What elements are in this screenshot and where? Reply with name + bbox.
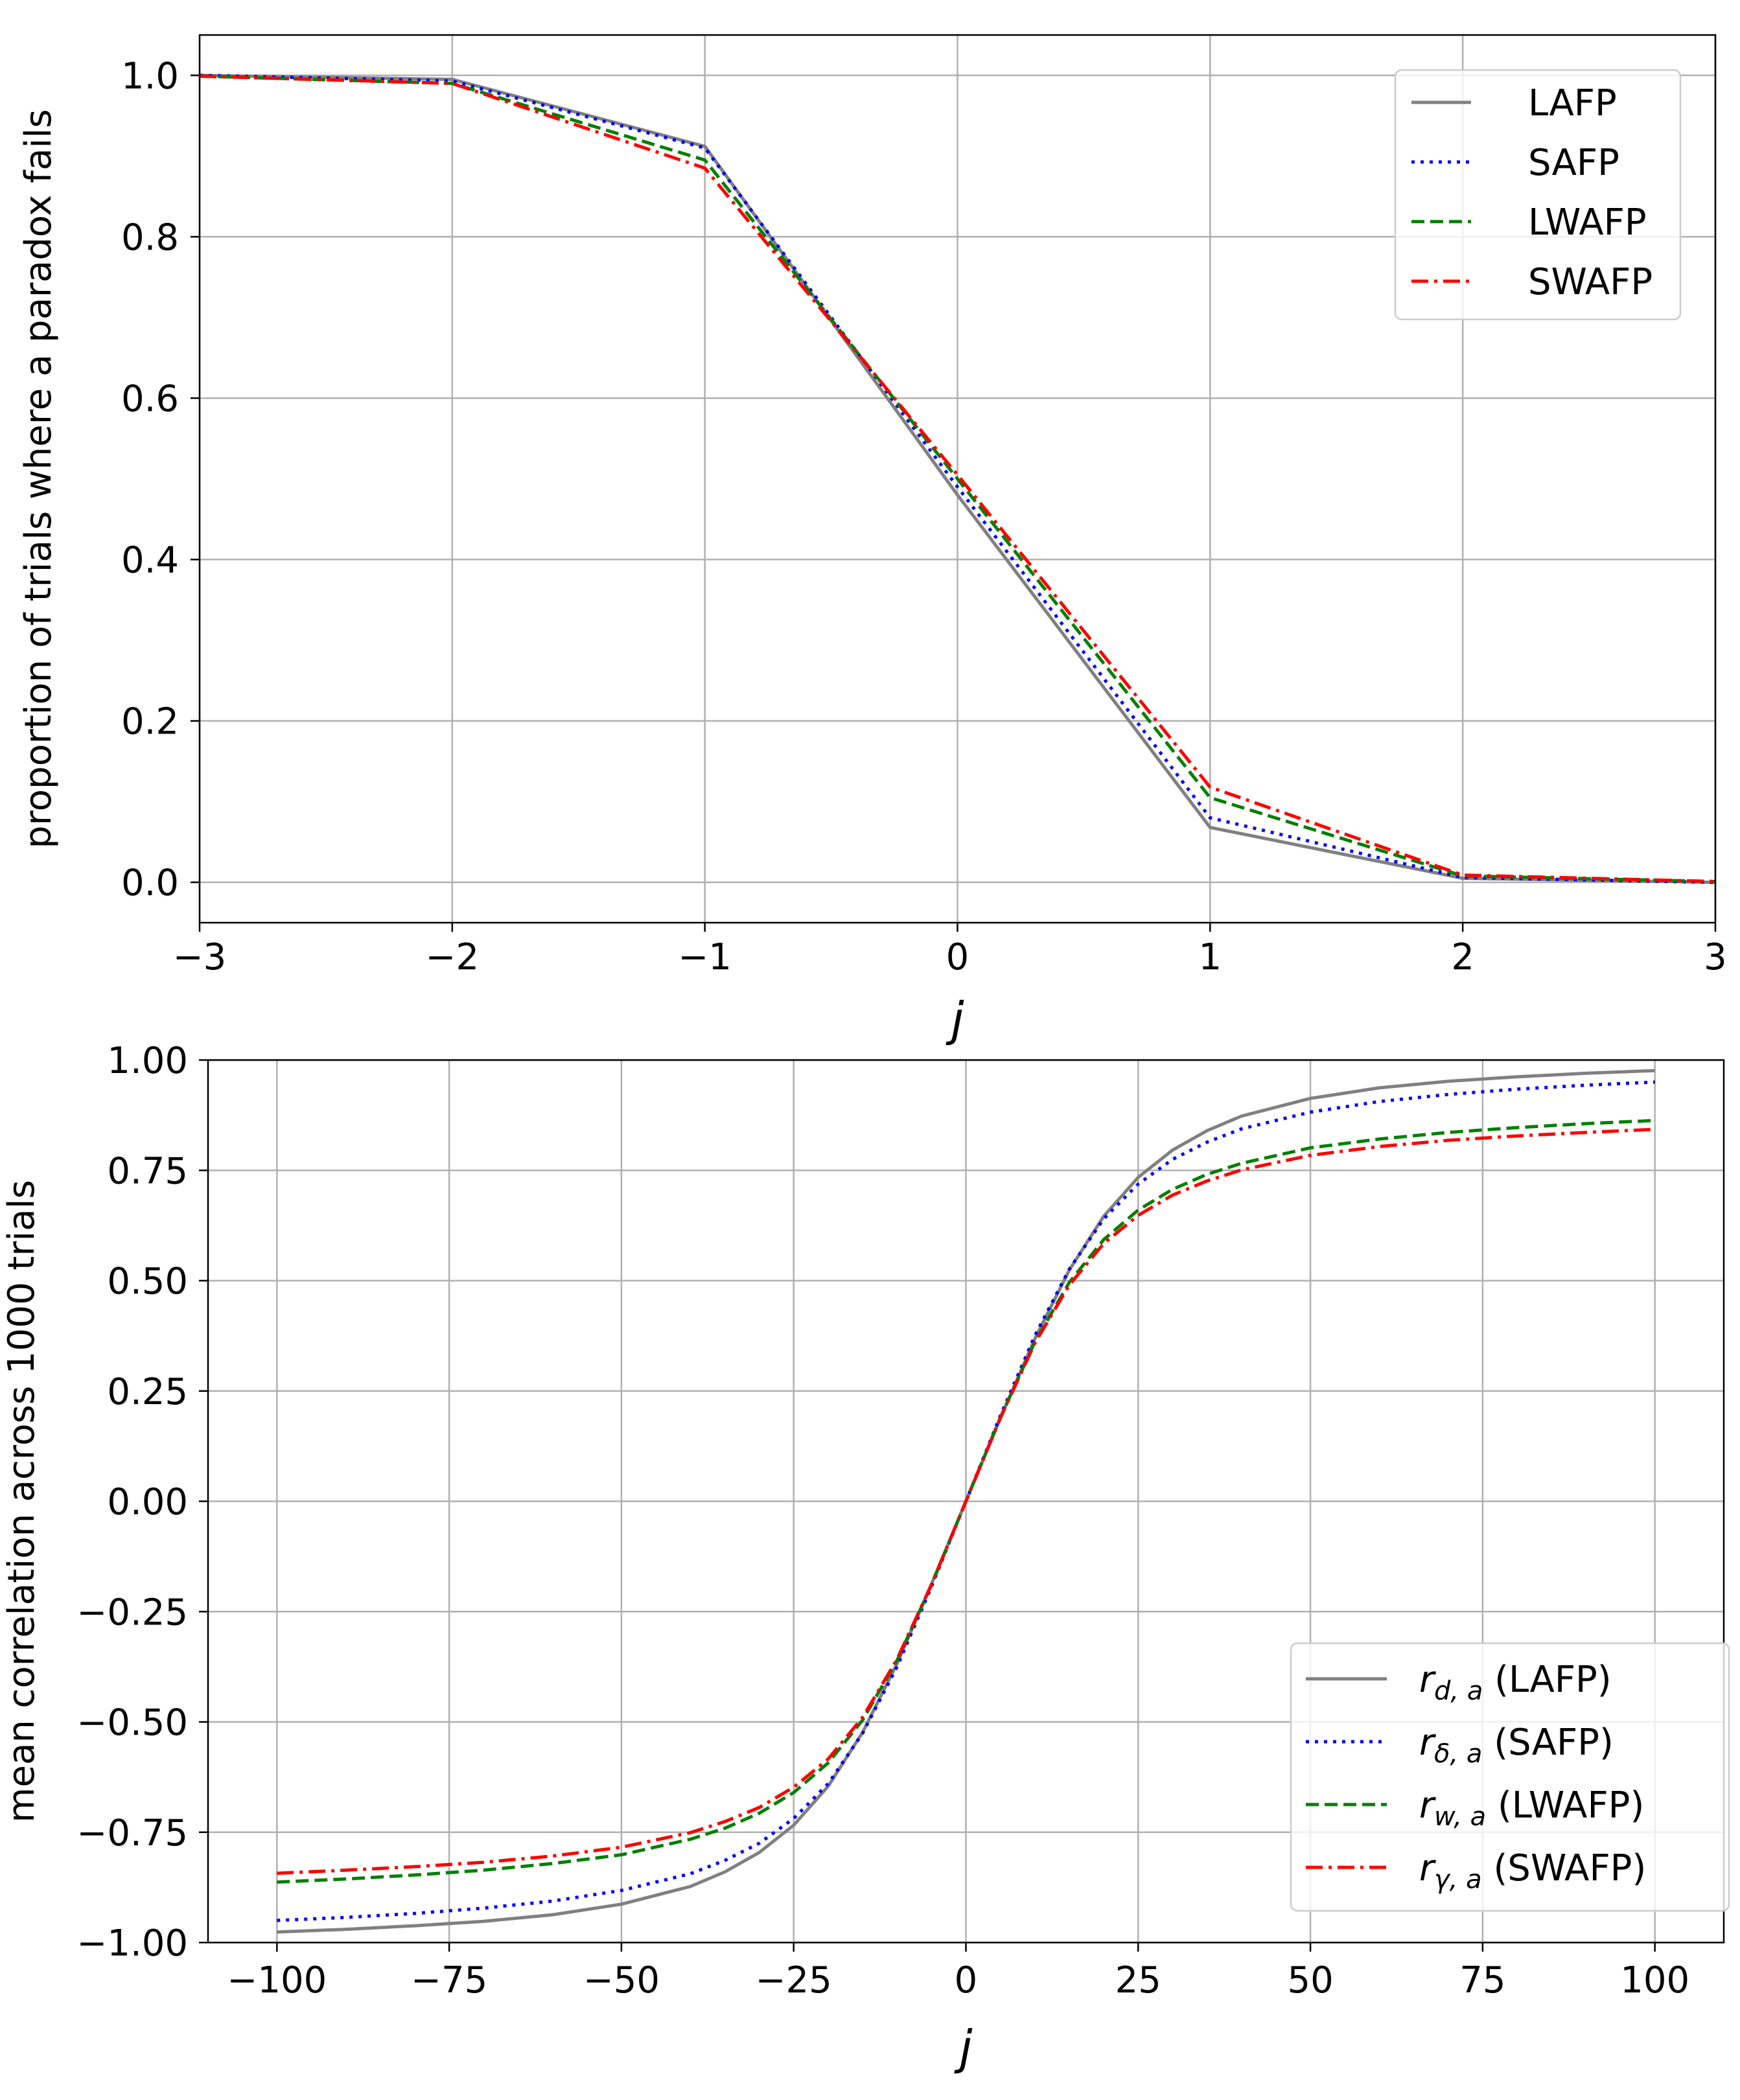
legend-label-rest: (LAFP) [1483, 1659, 1611, 1701]
legend-box [1394, 69, 1682, 321]
legend-label-main: r [1419, 1722, 1436, 1764]
y-tick-label: 1.0 [121, 55, 179, 97]
legend-label: rδ, a (SAFP) [1419, 1722, 1614, 1769]
x-tick-label: 50 [1287, 1959, 1333, 2002]
legend-label-subscript: δ, a [1434, 1739, 1482, 1769]
x-tick-label: 0 [946, 936, 969, 978]
y-tick-label: −1.00 [76, 1922, 188, 1965]
series-line [199, 73, 1716, 884]
x-tick-label: 100 [1620, 1959, 1689, 2002]
y-tick-label: 0.8 [121, 216, 179, 259]
x-tick-label: 25 [1115, 1959, 1161, 2002]
x-tick-label: −2 [426, 936, 480, 978]
x-tick-label: −100 [227, 1959, 327, 2002]
x-tick-label: −3 [173, 936, 227, 978]
legend-box [1290, 1642, 1730, 1912]
legend-label-rest: (LWAFP) [1486, 1784, 1644, 1827]
y-tick-label: 0.25 [107, 1371, 188, 1413]
legend-label: rw, a (LWAFP) [1419, 1784, 1644, 1832]
legend: rd, a (LAFP)rδ, a (SAFP)rw, a (LWAFP)rγ,… [1290, 1642, 1730, 1912]
x-tick-label: −75 [411, 1959, 487, 2002]
chart-mean-correlation: −100 −75 −50 −25 0 25 50 75 100 −1.00 −0.75 −0.50 −0… [1, 1040, 1730, 2075]
legend-label-subscript: γ, a [1434, 1865, 1482, 1895]
y-tick-label: 0.50 [107, 1261, 188, 1303]
series-line [199, 73, 1716, 884]
x-tick-label: 1 [1199, 936, 1222, 978]
y-tick-label: 0.6 [121, 378, 179, 420]
y-tick-label: −0.25 [76, 1591, 188, 1633]
legend: LAFP SAFP LWAFP SWAFP [1394, 69, 1682, 321]
y-tick-label: 0.75 [107, 1150, 188, 1192]
y-tick-label: 0.4 [121, 540, 179, 582]
y-tick-label: 1.00 [107, 1040, 188, 1082]
legend-label: LAFP [1528, 82, 1617, 124]
legend-label: LWAFP [1528, 202, 1647, 244]
y-tick-label: −0.75 [76, 1812, 188, 1854]
x-tick-label: 2 [1451, 936, 1474, 978]
x-axis-label: j [945, 992, 964, 1046]
y-tick-label: −0.50 [76, 1702, 188, 1744]
legend-label-main: r [1419, 1659, 1436, 1701]
legend-label: rγ, a (SWAFP) [1419, 1847, 1646, 1895]
chart-proportion-paradox-fails: −3 −2 −1 0 1 2 3 0.0 0.2 0.4 0.6 0.8 1.0 j proportion … [17, 34, 1727, 1046]
y-axis-label: mean correlation across 1000 trials [1, 1180, 43, 1823]
legend-label: rd, a (LAFP) [1419, 1659, 1612, 1706]
x-tick-label: 75 [1459, 1959, 1505, 2002]
legend-label-subscript: d, a [1434, 1676, 1483, 1706]
x-tick-label: −1 [678, 936, 732, 978]
x-tick-label: 3 [1704, 936, 1727, 978]
legend-label: SWAFP [1528, 261, 1653, 303]
y-tick-label: 0.00 [107, 1481, 188, 1523]
y-tick-label: 0.2 [121, 701, 179, 743]
series-line [277, 1127, 1655, 1875]
legend-label-main: r [1419, 1784, 1436, 1827]
legend-label: SAFP [1528, 142, 1619, 184]
legend-label-rest: (SWAFP) [1482, 1847, 1647, 1889]
legend-label-subscript: w, a [1434, 1802, 1486, 1832]
x-axis-label: j [953, 2020, 972, 2075]
series-line [199, 75, 1716, 883]
x-tick-label: −25 [756, 1959, 832, 2002]
legend-label-main: r [1419, 1847, 1436, 1889]
y-axis-label: proportion of trials where a paradox fai… [17, 109, 60, 848]
y-tick-label: 0.0 [121, 862, 179, 905]
legend-label-rest: (SAFP) [1482, 1722, 1613, 1764]
x-tick-label: 0 [955, 1959, 978, 2002]
x-tick-label: −50 [583, 1959, 660, 2002]
